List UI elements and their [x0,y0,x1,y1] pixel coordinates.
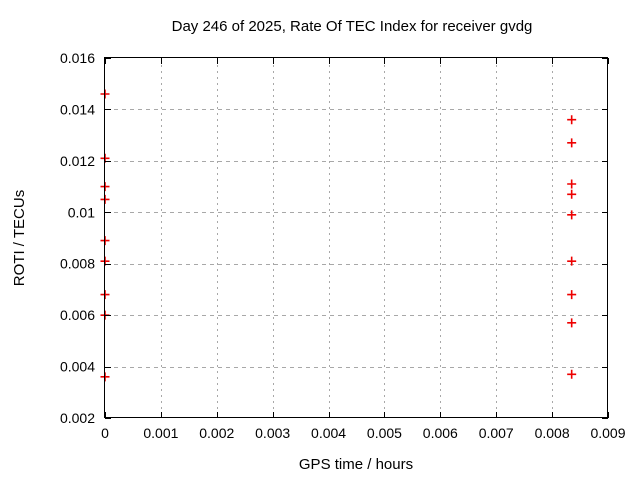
data-point-marker [567,138,577,148]
y-tick-label: 0.014 [60,101,95,117]
x-tick-label: 0 [101,425,109,441]
x-tick-label: 0.003 [255,425,290,441]
y-tick-label: 0.004 [60,359,95,375]
y-tick-label: 0.002 [60,410,95,426]
data-point-marker [567,256,577,266]
data-point-marker [567,369,577,379]
y-axis-label: ROTI / TECUs [11,190,28,286]
x-tick-label: 0.004 [311,425,346,441]
chart-title: Day 246 of 2025, Rate Of TEC Index for r… [172,18,533,35]
y-tick-label: 0.006 [60,307,95,323]
x-tick-label: 0.008 [535,425,570,441]
x-tick-label: 0.006 [423,425,458,441]
plot-border [104,57,608,418]
data-point-marker [567,318,577,328]
data-point-marker [567,189,577,199]
y-tick-label: 0.01 [68,204,95,220]
y-tick-label: 0.012 [60,153,95,169]
x-tick-label: 0.007 [479,425,514,441]
data-point-marker [567,115,577,125]
grid-layer [106,59,607,417]
x-tick-label: 0.005 [367,425,402,441]
data-point-marker [567,290,577,300]
axis-ticks-layer [105,58,609,419]
y-tick-label: 0.008 [60,256,95,272]
x-tick-label: 0.009 [590,425,625,441]
y-tick-label: 0.016 [60,50,95,66]
x-tick-label: 0.001 [143,425,178,441]
x-axis-label: GPS time / hours [299,456,413,473]
x-tick-label: 0.002 [199,425,234,441]
data-point-marker [567,210,577,220]
data-points-layer [100,89,577,382]
tick-labels-layer: 0 0.001 0.002 0.003 0.004 0.005 0.006 0.007 0.00… [60,50,626,441]
data-point-marker [567,179,577,189]
